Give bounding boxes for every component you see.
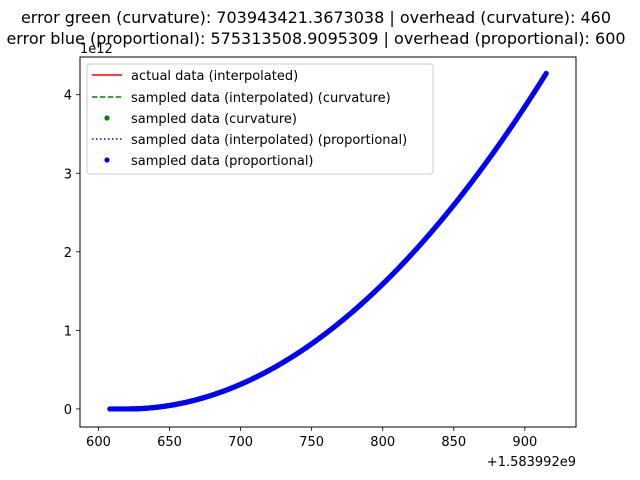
y-scale-label: 1e12: [80, 42, 113, 57]
y-tick-label: 4: [64, 89, 72, 104]
legend-label-proportional-samples: sampled data (proportional): [131, 154, 314, 169]
y-tick-label: 2: [64, 246, 72, 261]
legend-swatch-curvature-dot: [104, 115, 109, 120]
x-tick-label: 900: [512, 435, 537, 450]
x-tick-label: 700: [228, 435, 253, 450]
x-tick-label: 850: [441, 435, 466, 450]
legend: actual data (interpolated) sampled data …: [87, 64, 433, 174]
y-tick-label: 3: [64, 167, 72, 182]
legend-label-proportional-interp: sampled data (interpolated) (proportiona…: [131, 133, 407, 148]
legend-label-curvature-interp: sampled data (interpolated) (curvature): [131, 91, 391, 106]
legend-label-curvature-samples: sampled data (curvature): [131, 112, 297, 127]
legend-label-actual: actual data (interpolated): [131, 69, 298, 84]
x-tick-label: 750: [299, 435, 324, 450]
x-tick-label: 800: [370, 435, 395, 450]
x-tick-label: 600: [86, 435, 111, 450]
y-tick-label: 0: [64, 403, 72, 418]
x-offset-label: +1.583992e9: [487, 455, 576, 470]
x-tick-label: 650: [157, 435, 182, 450]
chart-title-line-1: error green (curvature): 703943421.36730…: [21, 8, 611, 27]
legend-swatch-proportional-dot: [104, 157, 109, 162]
data-point-proportional: [544, 71, 549, 76]
y-tick-label: 1: [64, 324, 72, 339]
